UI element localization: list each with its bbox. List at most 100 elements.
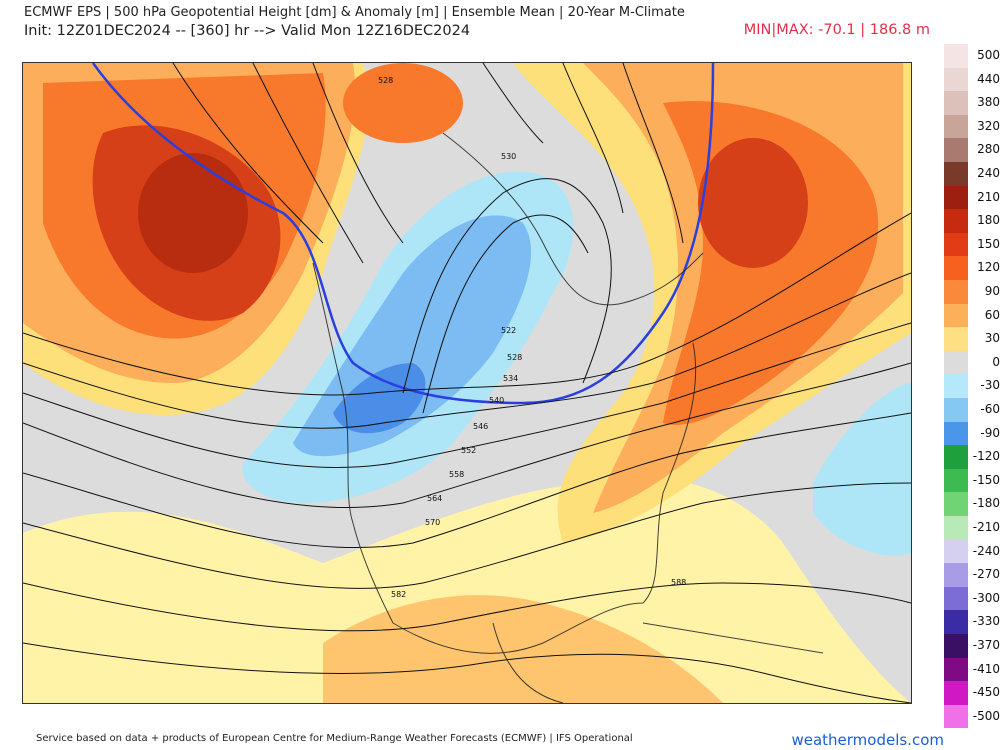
contour-label: 582 xyxy=(391,590,406,599)
legend-label: -270 xyxy=(972,567,1000,582)
legend-label: -500 xyxy=(972,708,1000,723)
legend-label: 180 xyxy=(977,213,1000,228)
legend-label: 240 xyxy=(977,166,1000,180)
legend-label: 440 xyxy=(977,71,1000,86)
legend-swatch xyxy=(944,445,968,469)
legend-label: -240 xyxy=(972,543,1000,558)
legend-label: 30 xyxy=(984,331,1000,346)
legend-entry: 150 xyxy=(944,232,1000,257)
chart-title: ECMWF EPS | 500 hPa Geopotential Height … xyxy=(24,5,685,20)
legend-label: 280 xyxy=(977,142,1000,157)
legend-entry: 280 xyxy=(944,138,1000,162)
anomaly-yellow-south xyxy=(23,476,911,703)
legend-swatch xyxy=(944,421,968,446)
legend-entry: -450 xyxy=(944,681,1000,705)
legend-swatch xyxy=(944,327,968,351)
map-panel: 528 530 522 528 534 540 546 552 558 564 … xyxy=(22,62,912,704)
legend-label: 150 xyxy=(977,236,1000,251)
legend-entry: 380 xyxy=(944,91,1000,115)
contour-label: 558 xyxy=(449,470,464,479)
legend-swatch xyxy=(944,610,968,634)
legend-entry: 90 xyxy=(944,280,1000,304)
legend-swatch xyxy=(944,516,968,540)
legend-label: -330 xyxy=(972,614,1000,629)
legend-entry: -240 xyxy=(944,539,1000,564)
contour-label: 528 xyxy=(378,76,393,85)
contour-label: 522 xyxy=(501,326,516,335)
legend-label: 60 xyxy=(984,307,1000,322)
init-valid-time: Init: 12Z01DEC2024 -- [360] hr --> Valid… xyxy=(24,23,471,39)
contour-label: 540 xyxy=(489,396,504,405)
legend-label: 500 xyxy=(977,48,1000,62)
brand-link[interactable]: weathermodels.com xyxy=(791,731,944,749)
legend-entry: 30 xyxy=(944,327,1000,351)
anomaly-pacific-ridge-peak xyxy=(138,153,248,273)
contour-label: 534 xyxy=(503,374,518,383)
legend-entry: 60 xyxy=(944,303,1000,328)
legend-swatch xyxy=(944,114,968,139)
legend-entry: -180 xyxy=(944,492,1000,516)
legend-label: 0 xyxy=(992,354,1000,369)
legend-swatch xyxy=(944,185,968,210)
legend-swatch xyxy=(944,634,968,658)
legend-swatch xyxy=(944,91,968,115)
legend-entry: -210 xyxy=(944,516,1000,540)
legend-entry: -330 xyxy=(944,610,1000,634)
anomaly-atlantic-negative xyxy=(813,383,911,556)
legend-label: -210 xyxy=(972,520,1000,534)
legend-swatch xyxy=(944,586,968,611)
legend-label: -370 xyxy=(972,638,1000,652)
legend-entry: -300 xyxy=(944,586,1000,611)
legend-swatch xyxy=(944,468,968,493)
legend-label: -300 xyxy=(972,590,1000,605)
legend-label: 90 xyxy=(984,284,1000,298)
anomaly-atlantic-ridge-peak xyxy=(698,138,808,268)
legend-entry: -30 xyxy=(944,374,1000,398)
legend-swatch xyxy=(944,563,968,587)
data-credit: Service based on data + products of Euro… xyxy=(36,733,633,744)
legend-label: -150 xyxy=(972,472,1000,487)
contour-labels: 528 530 522 528 534 540 546 552 558 564 … xyxy=(378,76,686,599)
legend-swatch xyxy=(944,681,968,705)
contour-label: 546 xyxy=(473,422,488,431)
min-max-readout: MIN|MAX: -70.1 | 186.8 m xyxy=(743,22,930,38)
legend-label: -180 xyxy=(972,496,1000,511)
legend-label: -410 xyxy=(972,661,1000,676)
legend-swatch xyxy=(944,492,968,516)
legend-swatch xyxy=(944,138,968,162)
contour-540-line xyxy=(91,63,715,405)
height-contours xyxy=(23,63,911,703)
contour-label: 552 xyxy=(461,446,476,455)
legend-entry: 0 xyxy=(944,350,1000,375)
legend-swatch xyxy=(944,162,968,186)
legend-entry: 240 xyxy=(944,162,1000,186)
contour-label: 528 xyxy=(507,353,522,362)
legend-entry: -270 xyxy=(944,563,1000,587)
legend-entry: -500 xyxy=(944,704,1000,729)
legend-entry: -60 xyxy=(944,398,1000,422)
legend-swatch xyxy=(944,280,968,304)
legend-swatch xyxy=(944,374,968,398)
anomaly-legend: 500 440 380 320 280 240 210 180 150 120 90 60 30 0 -30… xyxy=(944,44,1000,734)
legend-label: 320 xyxy=(977,118,1000,133)
contour-label: 570 xyxy=(425,518,440,527)
coastlines xyxy=(312,132,824,703)
legend-swatch xyxy=(944,67,968,92)
anomaly-map: 528 530 522 528 534 540 546 552 558 564 … xyxy=(23,63,911,703)
legend-entry: -410 xyxy=(944,657,1000,682)
legend-entry: 320 xyxy=(944,114,1000,139)
legend-swatch xyxy=(944,44,968,68)
contour-label: 530 xyxy=(501,152,516,161)
anomaly-trough-core xyxy=(333,363,426,434)
legend-entry: -370 xyxy=(944,634,1000,658)
legend-entry: 210 xyxy=(944,185,1000,210)
legend-swatch xyxy=(944,704,968,729)
legend-label: -120 xyxy=(972,449,1000,464)
legend-entry: 500 xyxy=(944,44,1000,68)
legend-swatch xyxy=(944,209,968,233)
contour-label: 564 xyxy=(427,494,442,503)
legend-entry: 440 xyxy=(944,67,1000,92)
legend-entry: -120 xyxy=(944,445,1000,469)
contour-label: 588 xyxy=(671,578,686,587)
legend-label: -30 xyxy=(980,378,1000,393)
